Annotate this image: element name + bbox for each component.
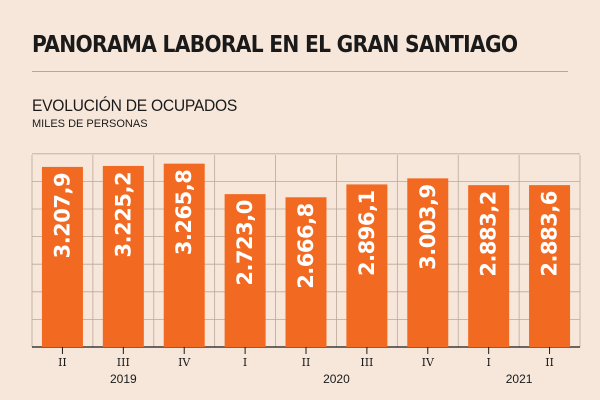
bar [407, 178, 449, 347]
year-label: 2020 [323, 372, 350, 386]
bar-value-label: 3.265,8 [172, 170, 196, 256]
x-tick-label: II [545, 356, 554, 369]
bar-value-label: 2.883,6 [538, 191, 562, 277]
bar [163, 163, 205, 347]
x-tick-label: III [360, 356, 373, 369]
year-label: 2019 [110, 372, 137, 386]
bar [346, 184, 388, 347]
bar [468, 185, 510, 347]
bar-value-label: 3.003,9 [416, 184, 440, 270]
title-divider [32, 71, 568, 72]
bar-value-label: 2.883,2 [477, 191, 501, 277]
bar-value-label: 2.666,8 [294, 203, 318, 289]
bar [102, 165, 144, 347]
bar-value-label: 3.207,9 [50, 173, 74, 259]
year-label: 2021 [506, 372, 533, 386]
x-tick-label: II [302, 356, 311, 369]
bar [41, 166, 83, 347]
x-tick-label: II [58, 356, 67, 369]
x-tick-label: IV [178, 356, 191, 369]
chart-subtitle: EVOLUCIÓN DE OCUPADOS [32, 96, 238, 115]
bar-value-label: 3.225,2 [111, 172, 135, 258]
x-tick-label: I [243, 356, 247, 369]
x-tick-label: III [117, 356, 130, 369]
bar-value-label: 2.896,1 [355, 190, 379, 276]
bar [224, 194, 266, 347]
bar [285, 197, 327, 347]
bar-value-label: 2.723,0 [233, 200, 257, 286]
bar [529, 185, 571, 347]
x-tick-label: I [486, 356, 490, 369]
chart-title: PANORAMA LABORAL EN EL GRAN SANTIAGO [32, 32, 518, 58]
units-label: MILES DE PERSONAS [32, 118, 148, 130]
x-tick-label: IV [422, 356, 435, 369]
